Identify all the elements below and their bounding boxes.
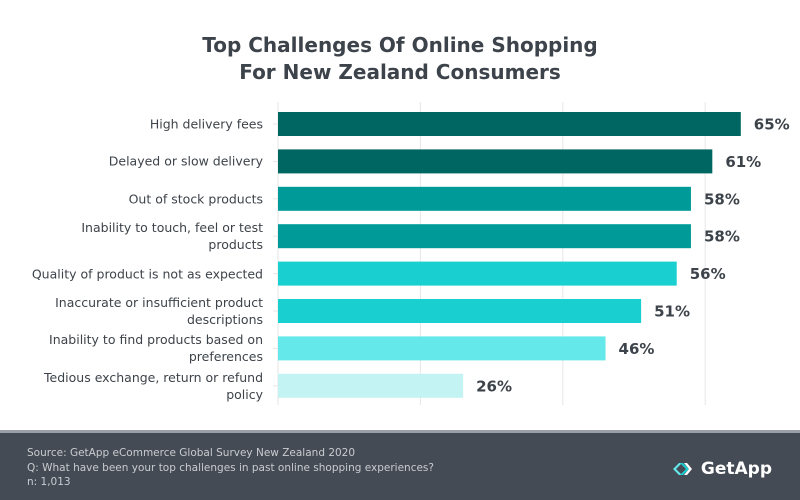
question-text: Q: What have been your top challenges in… [27,461,434,474]
data-label: 61% [725,153,761,171]
data-label: 46% [619,340,655,358]
bar [278,224,691,249]
bar [278,336,606,361]
category-label-line: policy [226,386,263,402]
data-label: 26% [476,377,512,395]
footer: Source: GetApp eCommerce Global Survey N… [0,430,800,500]
bar [278,149,713,174]
source-text: Source: GetApp eCommerce Global Survey N… [27,447,356,459]
category-label-line: High delivery fees [149,116,263,132]
category-label-line: Delayed or slow delivery [108,153,263,169]
data-label: 58% [704,228,740,246]
category-label: Inability to touch, feel or test products [3,219,263,253]
getapp-logo: GetApp [672,459,772,479]
category-label: Out of stock products [3,190,263,207]
category-label-line: descriptions [186,312,263,327]
category-label: Tedious exchange, return or refund policy [3,369,263,403]
category-label-line: Inability to touch, feel or test [81,220,263,236]
data-label: 56% [690,265,726,283]
bar [278,186,691,211]
bar-chart: 65% 61% 58% 58% 56% 51% 46% 26% [273,102,790,405]
category-label-line: Inaccurate or insufficient product [55,295,263,310]
category-label: Inaccurate or insufficient product descri… [3,294,263,328]
title-line: Top Challenges Of Online Shopping [202,33,598,57]
bar [278,112,741,136]
category-label: Delayed or slow delivery [3,153,263,170]
category-label-line: Out of stock products [128,191,263,207]
title-line: For New Zealand Consumers [239,60,561,84]
data-label: 51% [654,303,690,321]
chart-title: Top Challenges Of Online Shopping For Ne… [0,32,800,86]
category-label-line: products [208,237,263,253]
category-label: High delivery fees [3,116,263,133]
category-label-line: Tedious exchange, return or refund [44,369,263,385]
sample-size: n: 1,013 [27,476,71,488]
category-label-line: Quality of product is not as expected [31,266,263,282]
category-label: Inability to find products based on prefe… [3,331,263,365]
category-label: Quality of product is not as expected [3,265,263,282]
bar [278,261,677,286]
data-label: 58% [704,190,740,208]
category-label-line: preferences [188,349,263,365]
data-label: 65% [754,116,790,134]
logo-text: GetApp [700,459,772,479]
bar [278,373,464,398]
bar [278,299,642,323]
category-label-line: Inability to find products based on [49,332,263,348]
getapp-logo-icon [672,463,692,475]
